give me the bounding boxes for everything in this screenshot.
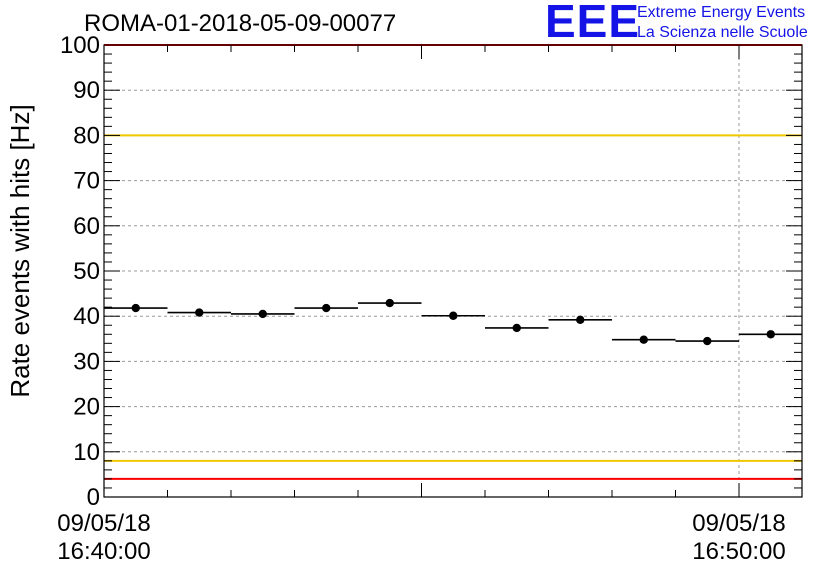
grid xyxy=(104,45,802,497)
eee-logo: EEE Extreme Energy Events La Scienza nel… xyxy=(545,0,835,48)
data-point xyxy=(258,309,267,319)
data-point xyxy=(385,298,394,308)
data-point xyxy=(449,311,458,320)
y-tick-label: 0 xyxy=(87,484,100,511)
y-axis-title: Rate events with hits [Hz] xyxy=(5,104,35,397)
data-point xyxy=(703,336,712,346)
x-tick-label-time: 16:50:00 xyxy=(692,538,785,565)
y-tick-label: 100 xyxy=(60,32,100,59)
data-point xyxy=(766,330,775,339)
y-tick-label: 50 xyxy=(73,258,100,285)
y-tick-label: 90 xyxy=(73,77,100,104)
logo-line2: La Scienza nelle Scuole xyxy=(637,24,808,41)
data-point xyxy=(512,323,521,333)
data-point xyxy=(639,335,648,344)
logo-caption: Extreme Energy Events La Scienza nelle S… xyxy=(637,3,808,43)
y-tick-label: 30 xyxy=(73,348,100,375)
logo-mark: EEE xyxy=(545,0,641,47)
data-point xyxy=(322,303,331,313)
y-tick-label: 20 xyxy=(73,394,100,421)
data-point xyxy=(131,303,140,313)
x-tick-label-date: 09/05/18 xyxy=(57,510,150,537)
y-tick-label: 40 xyxy=(73,303,100,330)
y-tick-label: 70 xyxy=(73,168,100,195)
axes xyxy=(103,44,803,498)
x-tick-label-date: 09/05/18 xyxy=(692,510,785,537)
y-tick-label: 80 xyxy=(73,122,100,149)
reference-lines xyxy=(104,44,802,480)
y-tick-label: 10 xyxy=(73,439,100,466)
data-point xyxy=(195,308,204,317)
logo-line1: Extreme Energy Events xyxy=(637,4,806,21)
chart-title: ROMA-01-2018-05-09-00077 xyxy=(84,10,397,37)
axis-labels: 010203040506070809010009/05/1816:40:0009… xyxy=(5,32,786,565)
y-tick-label: 60 xyxy=(73,213,100,240)
data-points xyxy=(104,298,803,346)
x-tick-label-time: 16:40:00 xyxy=(57,538,150,565)
data-point xyxy=(576,315,585,325)
